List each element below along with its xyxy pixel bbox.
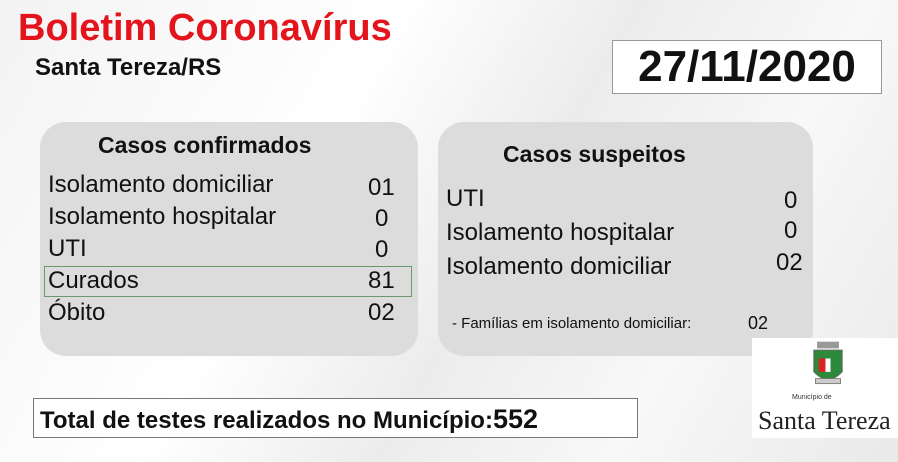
row-value: 0 bbox=[375, 236, 389, 263]
row-value: 81 bbox=[368, 267, 395, 294]
row-value: 02 bbox=[368, 299, 395, 326]
logo-small-text: Município de bbox=[792, 394, 832, 401]
subtitle: Santa Tereza/RS bbox=[35, 54, 222, 81]
row-value: 02 bbox=[776, 249, 803, 276]
row-label: Isolamento hospitalar bbox=[446, 219, 675, 246]
row-label: Óbito bbox=[48, 299, 106, 326]
familias-value: 02 bbox=[748, 313, 769, 333]
row-value: 0 bbox=[784, 217, 798, 244]
suspected-title: Casos suspeitos bbox=[503, 141, 686, 167]
total-value: 552 bbox=[492, 404, 539, 434]
row-label: Isolamento domiciliar bbox=[446, 253, 672, 280]
row-label: Isolamento domiciliar bbox=[48, 171, 274, 198]
municipal-logo: Município de Santa Tereza bbox=[752, 338, 898, 438]
date-box: 27/11/2020 bbox=[612, 40, 882, 94]
row-value: 0 bbox=[784, 187, 798, 214]
logo-name: Santa Tereza bbox=[758, 406, 891, 435]
suspected-panel bbox=[438, 122, 813, 356]
title: Boletim Coronavírus bbox=[18, 7, 392, 49]
row-label: UTI bbox=[446, 185, 485, 212]
confirmed-title: Casos confirmados bbox=[98, 132, 312, 158]
total-label: Total de testes realizados no Município: bbox=[40, 407, 493, 434]
confirmed-panel bbox=[40, 122, 418, 356]
row-label: Curados bbox=[48, 267, 139, 294]
familias-label: - Famílias em isolamento domiciliar: bbox=[452, 315, 692, 332]
row-label: Isolamento hospitalar bbox=[48, 203, 277, 230]
total-tests: Total de testes realizados no Município:… bbox=[33, 398, 638, 438]
row-value: 01 bbox=[368, 174, 395, 201]
row-label: UTI bbox=[48, 235, 87, 262]
row-value: 0 bbox=[375, 205, 389, 232]
coat-of-arms-icon bbox=[813, 341, 843, 385]
curados-highlight bbox=[44, 266, 412, 297]
